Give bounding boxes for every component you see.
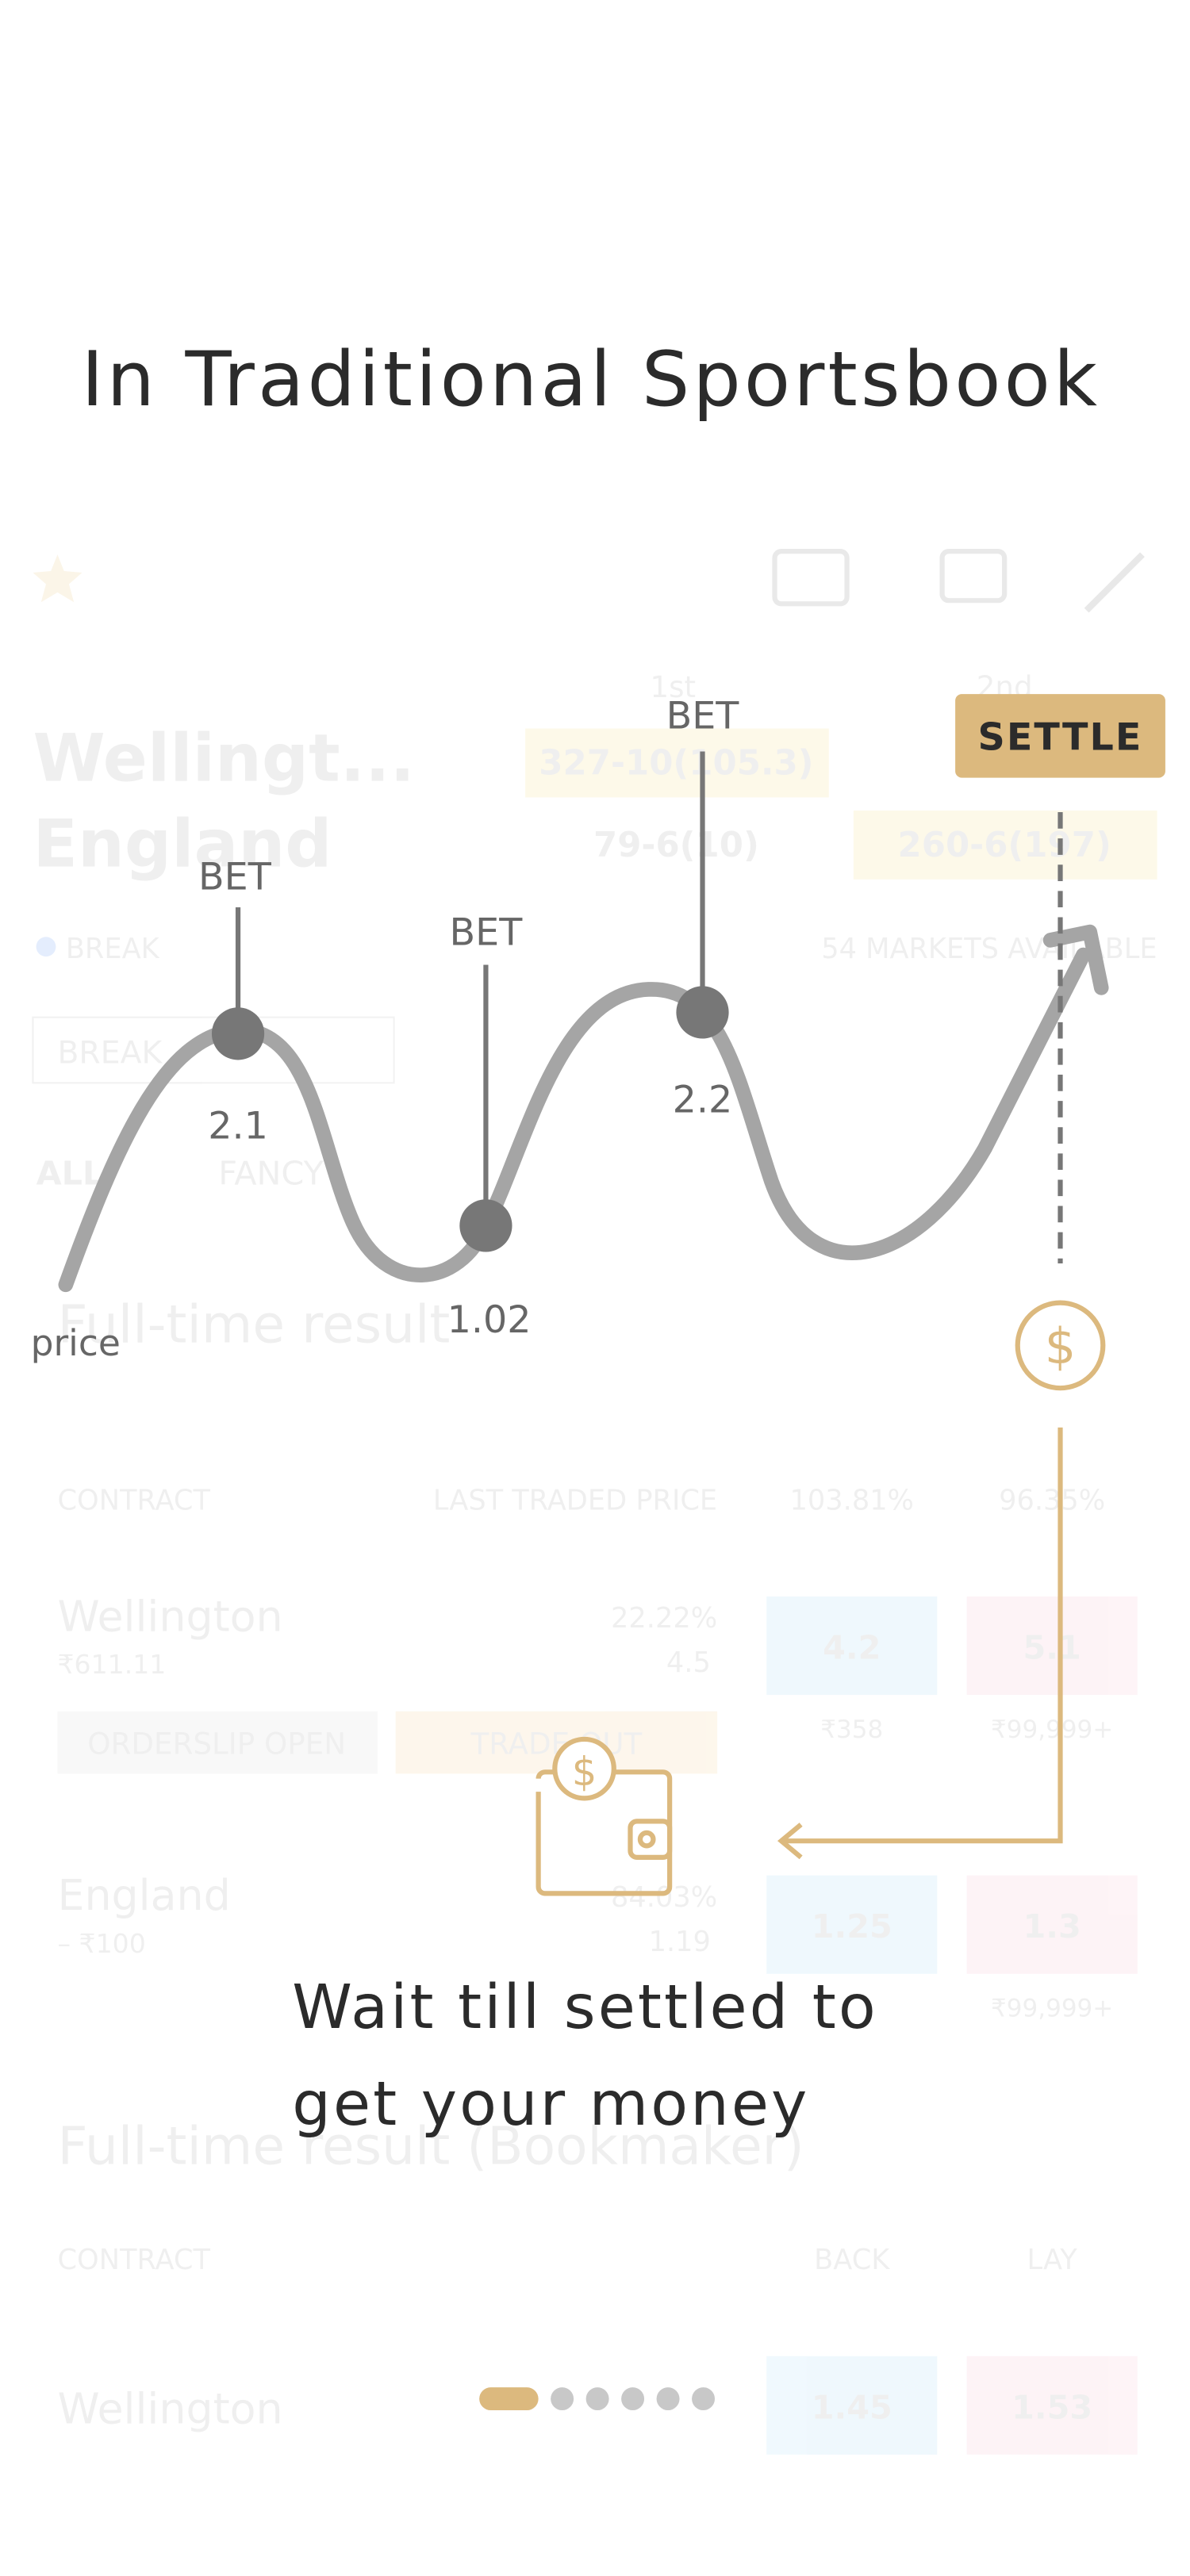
column-header: BACK (814, 2244, 890, 2276)
payout-arrow (781, 1427, 1063, 1844)
column-header: CONTRACT (57, 1484, 210, 1516)
background-ui: Wellingt... England 1st 2nd 327-10(105.3… (32, 549, 1157, 2455)
title: In Traditional Sportsbook (81, 336, 1100, 424)
dropdown (32, 1016, 395, 1084)
wallet-icon (536, 1736, 673, 1896)
column-header: 103.81% (790, 1484, 914, 1516)
bet-point (459, 1199, 512, 1252)
column-header: LAY (1027, 2244, 1078, 2276)
tab: FANCY (218, 1155, 324, 1193)
action-button (57, 1711, 378, 1774)
bet-price: 2.1 (208, 1105, 268, 1148)
coin-icon (1015, 1300, 1106, 1391)
bet-label: BET (450, 911, 524, 955)
score: 327-10(105.3) (539, 743, 813, 783)
runner-pl: ₹611.11 (57, 1649, 166, 1680)
caption-line: get your money (292, 2069, 809, 2140)
score-box (853, 810, 1157, 880)
runner-name: Wellington (57, 2384, 282, 2434)
lay-price: 1.3 (1023, 1907, 1081, 1945)
market-title: Full-time result (Bookmaker) (57, 2116, 804, 2177)
bet-point (211, 1007, 265, 1060)
tab: ALL (36, 1155, 104, 1193)
back-box (766, 1875, 938, 1974)
mic-icon (1084, 552, 1145, 613)
score: 79-6(10) (593, 826, 759, 865)
markets-count: 54 MARKETS AVAILABLE (821, 933, 1157, 965)
back-box (766, 2356, 938, 2455)
wallet-button (637, 1830, 656, 1849)
innings: 1st (650, 669, 696, 704)
wallet-clasp (628, 1819, 673, 1860)
back-price: 4.2 (823, 1629, 881, 1667)
percentage: 84.03% (611, 1881, 717, 1914)
pagination (479, 2387, 716, 2411)
volume: ₹358 (820, 1715, 883, 1744)
score-box (525, 728, 829, 798)
action-label: ORDERSLIP OPEN (87, 1727, 346, 1761)
bet-price: 2.2 (673, 1079, 733, 1122)
lay-price: 1.53 (1012, 2388, 1092, 2426)
runner-pl: – ₹100 (57, 1928, 145, 1959)
bet-price: 1.02 (447, 1298, 532, 1342)
wallet-coin-symbol: $ (572, 1749, 597, 1795)
back-box (766, 1596, 938, 1696)
star-icon (33, 554, 83, 603)
runner-name: Wellington (57, 1591, 282, 1641)
lay-price: 5.1 (1023, 1629, 1081, 1667)
bet-label: BET (198, 855, 272, 899)
bet-label: BET (666, 695, 740, 738)
lay-box (966, 2356, 1138, 2455)
axis-label: price (31, 1322, 121, 1364)
chat-icon (939, 549, 1008, 604)
wallet-coin (552, 1736, 616, 1801)
column-header: 96.35% (999, 1484, 1105, 1516)
team-name: Wellingt... (33, 720, 415, 797)
lay-box (966, 1596, 1138, 1696)
page-dot[interactable] (656, 2387, 680, 2411)
settle-badge (955, 694, 1165, 778)
dropdown-label: BREAK (57, 1036, 163, 1071)
volume: ₹99,999+ (991, 1995, 1113, 2023)
lay-box (966, 1875, 1138, 1974)
video-icon (772, 549, 850, 607)
page-dot[interactable] (551, 2387, 574, 2411)
ltp: 1.19 (649, 1926, 711, 1958)
ltp: 4.5 (666, 1646, 711, 1679)
status: BREAK (66, 933, 160, 965)
price-diagram: price BET 2.1 BET 1.02 BET 2.2 SETTLE $ … (31, 694, 1165, 1896)
team-name: England (33, 805, 332, 882)
payout-arrowhead (777, 1823, 803, 1860)
status-dot (36, 937, 56, 957)
coin-symbol: $ (1045, 1317, 1076, 1375)
caption-line: Wait till settled to (292, 1972, 878, 2043)
column-header: LAST TRADED PRICE (433, 1484, 717, 1516)
back-price: 1.45 (812, 2388, 892, 2426)
bet-point (676, 986, 729, 1039)
curve-arrow (1042, 924, 1109, 995)
settle-label: SETTLE (978, 715, 1143, 759)
market-title: Full-time result (57, 1294, 450, 1355)
page-dot[interactable] (585, 2387, 609, 2411)
column-header: CONTRACT (57, 2244, 210, 2276)
wallet-body (536, 1769, 673, 1896)
percentage: 22.22% (611, 1602, 717, 1635)
page-dot-active[interactable] (479, 2387, 539, 2411)
back-price: 1.25 (812, 1907, 892, 1945)
volume: ₹99,999+ (991, 1715, 1113, 1744)
runner-name: England (57, 1870, 230, 1920)
page-dot[interactable] (621, 2387, 645, 2411)
score: 260-6(197) (898, 826, 1111, 865)
page-dot[interactable] (692, 2387, 716, 2411)
